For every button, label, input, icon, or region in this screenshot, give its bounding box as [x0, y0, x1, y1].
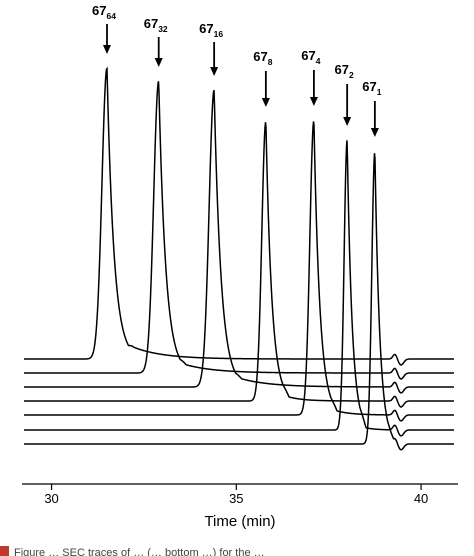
arrowhead-67-1 [370, 128, 379, 137]
x-tick-label-30: 30 [44, 491, 58, 506]
peak-label-67-8: 678 [253, 49, 272, 67]
arrowhead-67-64 [102, 45, 111, 54]
peak-labels: 6764 6732 6716 678 674 672 671 [92, 3, 382, 97]
trace-67-2 [24, 140, 454, 437]
trace-67-8 [24, 122, 454, 408]
x-tick-label-35: 35 [229, 491, 243, 506]
peak-label-67-32: 6732 [144, 16, 168, 34]
trace-67-32 [24, 81, 454, 380]
trace-67-64 [24, 66, 454, 366]
chromatogram-traces [24, 66, 454, 451]
arrowhead-67-2 [343, 117, 352, 126]
peak-label-67-16: 6716 [199, 21, 223, 39]
x-tick-label-40: 40 [414, 491, 428, 506]
x-axis-ticks: 30 35 40 [44, 484, 428, 506]
peak-label-67-64: 6764 [92, 3, 116, 21]
trace-67-16 [24, 89, 454, 394]
trace-67-4 [24, 121, 454, 422]
peak-label-67-2: 672 [335, 62, 354, 80]
arrowhead-67-8 [261, 98, 270, 107]
arrowhead-67-32 [154, 58, 163, 67]
arrowhead-67-4 [309, 97, 318, 106]
x-axis-title: Time (min) [204, 513, 275, 530]
arrowhead-67-16 [210, 67, 219, 76]
caption-fragment: Figure … SEC traces of … (… bottom …) fo… [14, 547, 265, 556]
peak-label-67-4: 674 [301, 48, 320, 66]
trace-67-1 [24, 153, 454, 451]
peak-label-67-1: 671 [362, 79, 381, 97]
figure-marker [0, 546, 9, 556]
peak-arrows [102, 24, 379, 137]
